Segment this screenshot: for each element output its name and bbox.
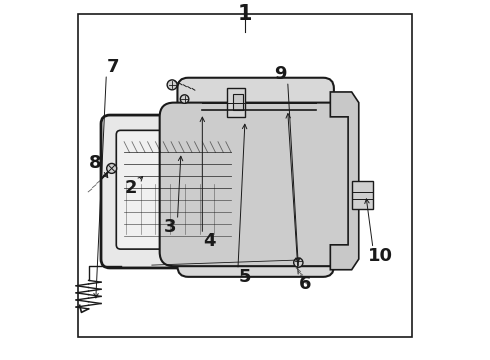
Text: 8: 8 (89, 154, 102, 172)
FancyBboxPatch shape (116, 130, 239, 249)
Circle shape (294, 258, 303, 267)
FancyBboxPatch shape (160, 103, 352, 266)
Circle shape (167, 80, 177, 90)
Text: 3: 3 (164, 218, 176, 236)
FancyBboxPatch shape (101, 115, 254, 268)
FancyBboxPatch shape (352, 181, 373, 209)
Circle shape (180, 95, 189, 103)
Text: 5: 5 (239, 268, 251, 286)
Text: 9: 9 (274, 65, 287, 83)
Text: 1: 1 (238, 4, 252, 24)
Text: 7: 7 (107, 58, 120, 76)
FancyBboxPatch shape (177, 78, 334, 277)
Text: 2: 2 (125, 179, 138, 197)
Circle shape (107, 163, 117, 174)
Polygon shape (330, 92, 359, 270)
Text: 6: 6 (299, 275, 312, 293)
Text: 10: 10 (368, 247, 392, 265)
Text: 4: 4 (203, 232, 216, 250)
FancyBboxPatch shape (227, 89, 245, 117)
FancyBboxPatch shape (233, 94, 243, 110)
